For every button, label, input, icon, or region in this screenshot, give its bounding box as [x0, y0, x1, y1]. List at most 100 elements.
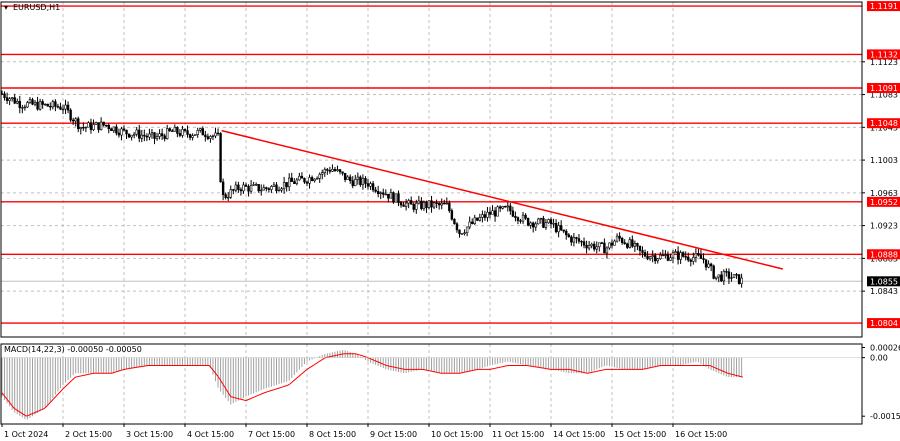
candle-body [13, 97, 16, 104]
candle-body [338, 169, 342, 173]
x-tick-label: 7 Oct 15:00 [248, 430, 295, 439]
candle-body [613, 240, 616, 246]
candle-body [244, 184, 248, 187]
candles [0, 90, 743, 288]
candle-body [18, 101, 21, 109]
candle-body [33, 101, 37, 105]
candle-body [143, 134, 146, 137]
level-label-box [867, 83, 900, 94]
candle-body [631, 239, 634, 247]
candle-body [74, 118, 77, 122]
candle-body [552, 223, 555, 225]
candle-body [242, 184, 245, 192]
candle-body [196, 130, 199, 135]
candle-body [737, 274, 741, 284]
candle-body [188, 134, 192, 138]
candle-body [153, 132, 156, 139]
candle-body [582, 241, 586, 246]
candle-body [557, 225, 560, 233]
candle-body [448, 202, 451, 211]
candle-body [148, 133, 151, 138]
candle-body [641, 250, 644, 253]
candle-body [102, 121, 105, 126]
candle-body [465, 226, 469, 234]
candle-body [61, 108, 65, 111]
candle-body [646, 255, 649, 260]
candle-body [394, 193, 398, 203]
candle-body [56, 106, 60, 108]
candle-body [712, 265, 715, 279]
candle-body [288, 177, 291, 188]
candle-body [183, 129, 187, 131]
candle-body [387, 193, 390, 199]
candle-body [519, 220, 522, 222]
candle-body [16, 101, 19, 104]
candle-body [506, 205, 509, 208]
x-tick-label: 11 Oct 15:00 [492, 430, 544, 439]
candle-body [694, 253, 698, 258]
candle-body [260, 189, 263, 192]
candle-body [351, 180, 354, 187]
x-tick-label: 14 Oct 15:00 [553, 430, 605, 439]
candle-body [410, 200, 413, 205]
candle-body [341, 171, 344, 174]
candle-body [717, 274, 720, 278]
candle-body [277, 189, 281, 192]
candle-body [501, 206, 504, 209]
candle-body [310, 177, 314, 182]
candle-body [343, 172, 347, 180]
x-tick-label: 9 Oct 15:00 [370, 430, 417, 439]
candle-body [323, 169, 326, 173]
candle-body [534, 223, 537, 228]
candle-body [318, 173, 321, 179]
candle-body [158, 133, 161, 137]
candle-body [399, 202, 403, 206]
candle-body [97, 122, 100, 130]
candle-body [496, 206, 499, 217]
candle-body [730, 277, 733, 279]
candle-body [51, 101, 55, 108]
candle-body [656, 258, 659, 262]
candle-body [69, 109, 72, 121]
candle-body [5, 97, 9, 101]
macd-panel-frame [0, 343, 863, 425]
candle-body [3, 93, 6, 98]
candle-body [315, 177, 319, 180]
candle-body [549, 219, 553, 225]
candle-body [125, 129, 128, 135]
level-label-box [867, 1, 900, 12]
candle-body [87, 122, 90, 128]
candle-body [336, 169, 339, 171]
candle-body [722, 271, 726, 282]
candle-body [458, 229, 461, 235]
candle-body [293, 181, 296, 184]
candle-body [420, 200, 423, 209]
symbol-dropdown-icon[interactable]: ▾ [4, 3, 8, 12]
candle-body [702, 258, 705, 260]
candle-body [417, 200, 421, 204]
candle-body [369, 183, 372, 187]
candle-body [272, 184, 276, 187]
candle-body [247, 186, 250, 192]
candle-body [735, 274, 738, 276]
candle-body [455, 223, 459, 231]
x-tick-label: 3 Oct 15:00 [126, 430, 173, 439]
candle-body [681, 252, 685, 257]
candle-body [254, 184, 258, 186]
candle-body [404, 202, 408, 207]
candle-body [565, 230, 568, 236]
candle-body [99, 121, 103, 130]
candle-body [181, 129, 184, 136]
candle-body [221, 181, 225, 195]
candle-body [626, 243, 629, 248]
candle-body [94, 122, 98, 125]
candle-body [709, 263, 713, 267]
candle-body [425, 202, 428, 209]
candle-body [361, 178, 365, 185]
candle-body [374, 189, 377, 192]
candle-body [280, 188, 283, 191]
candle-body [432, 202, 436, 208]
